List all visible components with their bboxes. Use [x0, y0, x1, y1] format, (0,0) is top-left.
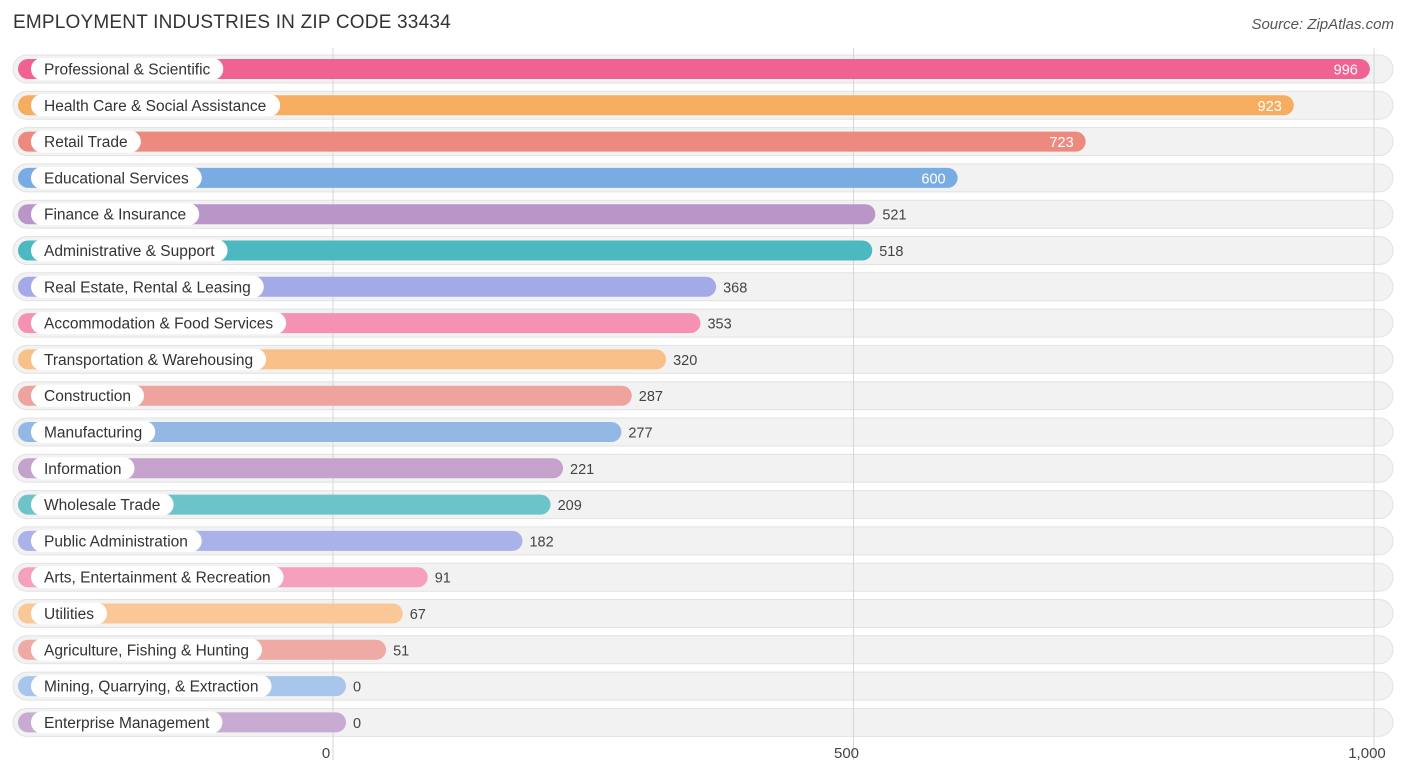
category-label: Utilities	[44, 606, 94, 623]
category-label: Transportation & Warehousing	[44, 352, 253, 369]
value-label: 0	[353, 716, 361, 732]
category-label: Professional & Scientific	[44, 62, 211, 79]
bar	[18, 603, 403, 624]
bar	[18, 422, 622, 442]
category-label: Public Administration	[44, 533, 188, 550]
bar	[18, 95, 1294, 116]
category-label-pill	[31, 384, 145, 407]
category-label-pill	[31, 457, 135, 480]
value-label: 521	[882, 208, 906, 224]
category-label: Retail Trade	[44, 134, 128, 151]
value-label: 600	[921, 171, 945, 187]
x-tick-label: 500	[834, 745, 859, 762]
category-label-pill	[31, 58, 224, 80]
category-label: Wholesale Trade	[44, 497, 160, 514]
category-label: Health Care & Social Assistance	[44, 98, 266, 115]
value-label: 51	[393, 643, 409, 659]
row-track	[12, 671, 1394, 701]
bar	[18, 167, 958, 188]
value-label: 518	[879, 244, 903, 260]
value-label: 209	[558, 498, 582, 514]
chart-title: EMPLOYMENT INDUSTRIES IN ZIP CODE 33434	[13, 12, 451, 33]
category-label-pill	[31, 711, 223, 734]
category-label-pill	[31, 239, 228, 262]
chart-source: Source: ZipAtlas.com	[1251, 16, 1394, 33]
category-label: Information	[44, 461, 122, 478]
category-label-pill	[31, 602, 107, 625]
bar	[18, 131, 1086, 152]
category-label: Arts, Entertainment & Recreation	[44, 570, 271, 587]
category-label-pill	[31, 493, 174, 516]
category-label-pill	[31, 421, 156, 443]
category-label-pill	[31, 203, 200, 226]
category-label: Mining, Quarrying, & Extraction	[44, 679, 259, 696]
category-label: Educational Services	[44, 170, 189, 187]
value-label: 368	[723, 280, 747, 296]
row-track	[12, 707, 1394, 737]
category-label: Finance & Insurance	[44, 207, 186, 224]
category-label-pill	[31, 275, 264, 298]
category-label: Construction	[44, 388, 131, 405]
value-label: 91	[435, 571, 451, 587]
category-label-pill	[31, 166, 202, 189]
category-label: Accommodation & Food Services	[44, 316, 273, 333]
category-label: Real Estate, Rental & Leasing	[44, 279, 251, 296]
category-label: Agriculture, Fishing & Hunting	[44, 642, 249, 659]
value-label: 221	[570, 462, 594, 478]
value-label: 923	[1258, 99, 1282, 115]
x-tick-label: 0	[322, 745, 330, 762]
x-tick-label: 1,000	[1348, 745, 1386, 762]
bar	[18, 240, 873, 261]
category-label-pill	[31, 130, 141, 153]
category-label-pill	[31, 566, 284, 589]
bar	[18, 59, 1370, 79]
value-label: 182	[529, 534, 553, 550]
bar	[18, 385, 632, 406]
category-label: Enterprise Management	[44, 715, 210, 732]
category-label-pill	[31, 348, 267, 371]
category-label-pill	[31, 94, 281, 117]
value-label: 320	[673, 353, 697, 369]
value-label: 996	[1334, 63, 1358, 79]
value-label: 287	[639, 389, 663, 405]
category-label: Administrative & Support	[44, 243, 215, 260]
category-label-pill	[31, 675, 272, 698]
bar	[18, 458, 564, 479]
category-label: Manufacturing	[44, 425, 142, 442]
value-label: 0	[353, 680, 361, 696]
category-label-pill	[31, 312, 287, 335]
value-label: 277	[628, 426, 652, 442]
value-label: 67	[410, 607, 426, 623]
value-label: 723	[1049, 135, 1073, 151]
category-label-pill	[31, 638, 263, 661]
value-label: 353	[707, 317, 731, 333]
bar	[18, 204, 876, 225]
category-label-pill	[31, 529, 202, 552]
